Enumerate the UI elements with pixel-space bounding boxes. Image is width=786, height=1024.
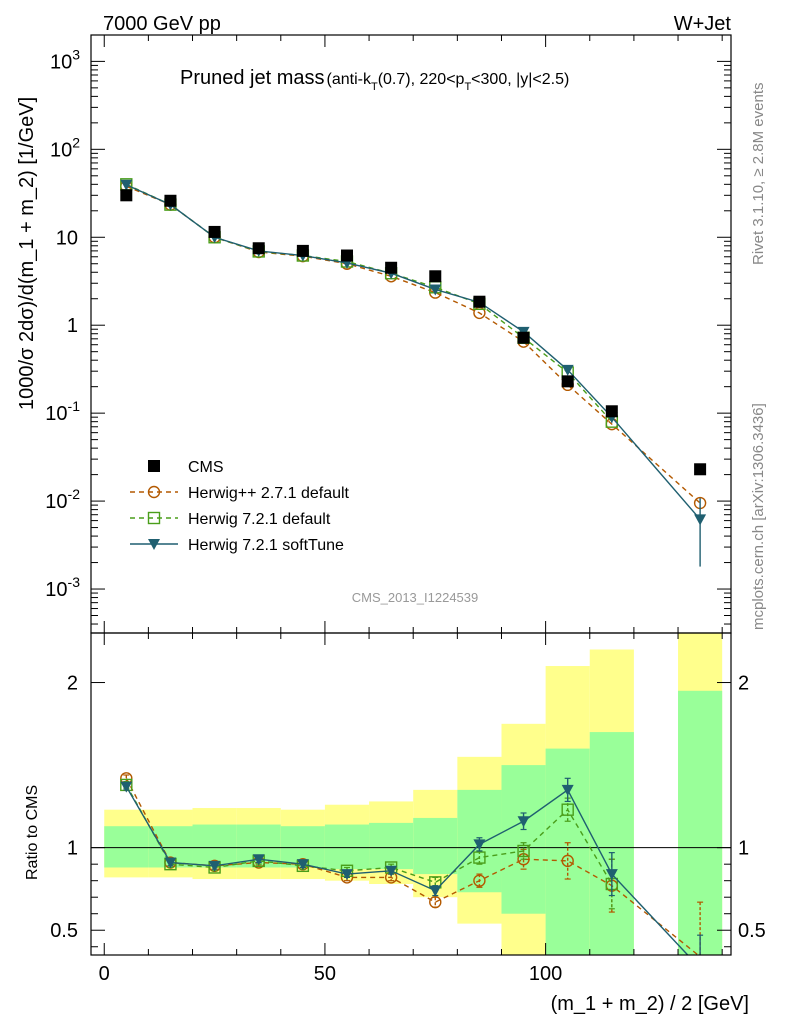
ratio-point-2-3 xyxy=(252,854,265,866)
legend-marker-0 xyxy=(147,485,161,499)
x-axis-label: (m_1 + m_2) / 2 [GeV] xyxy=(551,993,749,1015)
data-point-2 xyxy=(208,225,221,238)
ratio-point-2-10 xyxy=(561,784,574,796)
y-tick-label-2: 10-1 xyxy=(45,398,80,425)
data-point-5 xyxy=(341,249,353,262)
ratio-point-2-4 xyxy=(296,859,309,871)
y-tick-label-1: 10-2 xyxy=(45,486,80,513)
legend-label-0: Herwig++ 2.7.1 default xyxy=(188,485,350,502)
band-inner-11 xyxy=(589,732,634,955)
side-label-mcplots: mcplots.cern.ch [arXiv:1306.3436] xyxy=(750,403,767,630)
data-point-6 xyxy=(385,261,398,274)
header-left: 7000 GeV pp xyxy=(103,13,221,35)
series-point-2-12 xyxy=(694,514,707,526)
y-tick-label-6: 103 xyxy=(50,46,80,73)
x-tick-label-0: 0 xyxy=(99,963,110,985)
ratio-point-1-8 xyxy=(473,851,486,864)
ratio-tick-label-left-2: 2 xyxy=(67,673,78,695)
y-tick-label-5: 102 xyxy=(50,134,80,161)
legend-label-1: Herwig 7.2.1 default xyxy=(188,511,331,528)
ratio-tick-label-right-1: 1 xyxy=(738,838,749,860)
ratio-point-2-9 xyxy=(517,816,530,828)
header-right: W+Jet xyxy=(674,13,732,35)
legend-label-data: CMS xyxy=(188,459,224,476)
legend-marker-1 xyxy=(147,511,161,525)
y-tick-label-0: 10-3 xyxy=(45,574,80,601)
band-inner-9 xyxy=(501,765,546,914)
data-point-0 xyxy=(120,189,133,202)
legend-label-2: Herwig 7.2.1 softTune xyxy=(188,537,344,554)
data-point-9 xyxy=(517,331,530,344)
side-label-rivet: Rivet 3.1.10, ≥ 2.8M events xyxy=(750,83,767,266)
ratio-point-2-0 xyxy=(120,781,133,793)
watermark: CMS_2013_I1224539 xyxy=(352,590,479,605)
ratio-point-0-7 xyxy=(429,895,442,909)
ratio-tick-label-left-0: 0.5 xyxy=(50,920,78,942)
band-inner-12 xyxy=(678,690,723,955)
series-point-2-7 xyxy=(429,284,442,296)
y-tick-label-4: 10 xyxy=(56,227,78,249)
x-tick-label-1: 50 xyxy=(314,963,336,985)
band-inner-5 xyxy=(324,824,370,870)
legend-marker-2 xyxy=(148,539,160,550)
band-inner-7 xyxy=(413,817,458,875)
data-point-4 xyxy=(296,244,309,257)
ratio-point-1-9 xyxy=(517,844,530,858)
data-point-12 xyxy=(694,463,707,476)
ratio-point-2-8 xyxy=(473,839,486,851)
series-point-2-0 xyxy=(120,179,133,191)
ratio-point-0-8 xyxy=(473,874,486,887)
data-point-11 xyxy=(605,405,618,418)
plot-title: Pruned jet mass (anti-kT(0.7), 220<pT<300… xyxy=(180,67,569,93)
data-point-8 xyxy=(473,295,486,308)
ratio-line-1 xyxy=(125,784,613,885)
ratio-tick-label-right-2: 2 xyxy=(738,673,749,695)
data-point-7 xyxy=(429,270,442,283)
ratio-frame xyxy=(90,632,732,956)
ratio-tick-label-right-0: 0.5 xyxy=(738,920,766,942)
ratio-point-2-6 xyxy=(385,865,398,877)
ratio-tick-label-left-1: 1 xyxy=(67,838,78,860)
ratio-point-0-10 xyxy=(561,854,574,868)
y-axis-label: 1000/σ 2dσ)/d(m_1 + m_2) [1/GeV] xyxy=(16,97,38,410)
ratio-point-2-2 xyxy=(208,860,221,872)
series-point-2-10 xyxy=(561,364,574,376)
y-tick-label-3: 1 xyxy=(67,315,78,337)
legend-marker-data xyxy=(148,460,160,472)
ratio-point-2-1 xyxy=(164,857,177,869)
ratio-point-2-7 xyxy=(429,885,442,897)
ratio-y-axis-label: Ratio to CMS xyxy=(24,785,41,880)
data-point-1 xyxy=(164,194,177,207)
ratio-point-1-10 xyxy=(561,803,574,816)
ratio-point-2-5 xyxy=(341,869,353,881)
band-inner-0 xyxy=(104,826,149,868)
data-point-3 xyxy=(252,242,265,255)
ratio-point-2-11 xyxy=(605,869,618,881)
x-tick-label-2: 100 xyxy=(529,963,562,985)
data-point-10 xyxy=(561,375,574,388)
